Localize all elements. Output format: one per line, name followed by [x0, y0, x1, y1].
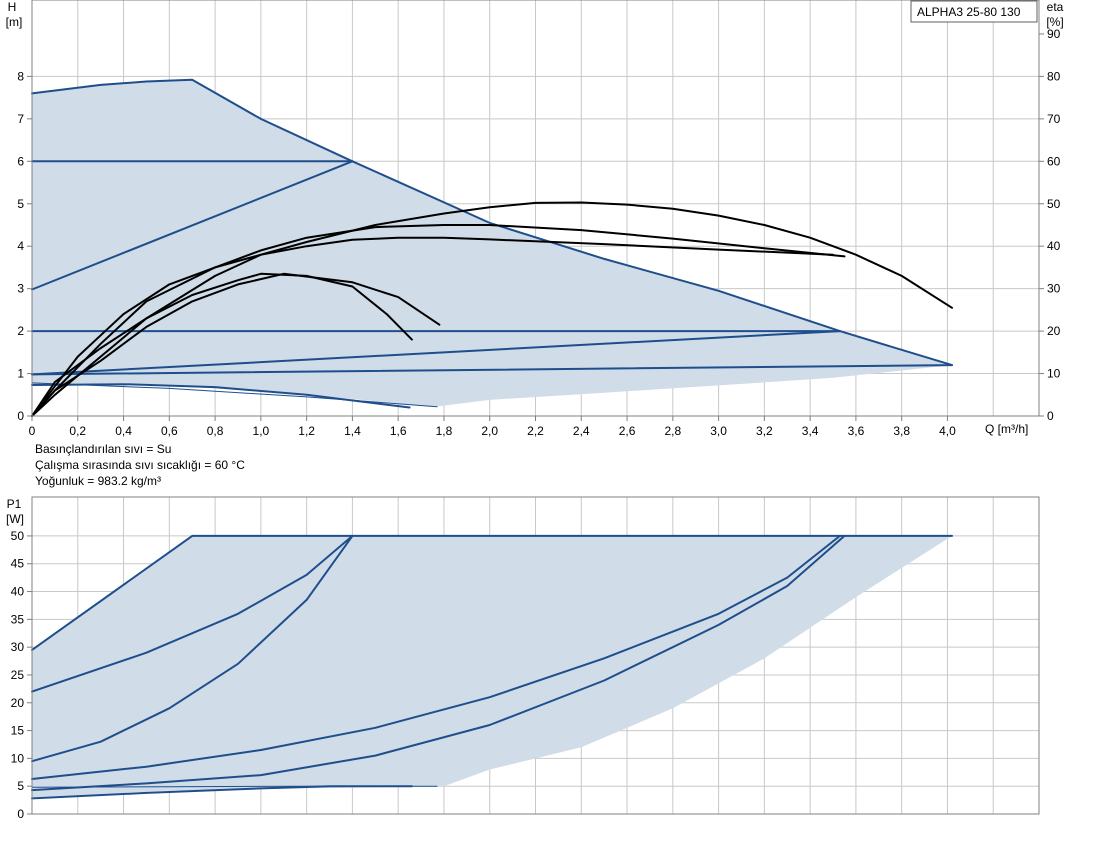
- p1-tick-label: 10: [11, 751, 25, 765]
- q-tick-label: 1,8: [436, 424, 453, 438]
- q-tick-label: 3,4: [802, 424, 819, 438]
- eta-axis-title: eta: [1047, 0, 1064, 14]
- q-axis-title: Q [m³/h]: [985, 422, 1028, 436]
- pump-curve-4: [31, 534, 846, 792]
- q-tick-label: 0,2: [69, 424, 86, 438]
- q-tick-label: 3,0: [710, 424, 727, 438]
- q-tick-label: 2,0: [481, 424, 498, 438]
- pump-curve-6: [31, 785, 438, 788]
- pump-curve-2: [31, 534, 354, 763]
- eta-tick-label: 40: [1047, 239, 1061, 253]
- q-tick-label: 1,4: [344, 424, 361, 438]
- p1-tick-label: 35: [11, 612, 25, 626]
- q-tick-label: 0,8: [207, 424, 224, 438]
- q-tick-label: 2,6: [619, 424, 636, 438]
- info-line-temperature: Çalışma sırasında sıvı sıcaklığı = 60 °C: [35, 458, 245, 472]
- operating-envelope-area: [32, 79, 952, 407]
- fluid-info: Basınçlandırılan sıvı = Su Çalışma sıras…: [35, 442, 245, 488]
- pump-curve-1: [31, 534, 354, 693]
- p1-tick-label: 20: [11, 696, 25, 710]
- pump-curve-7: [31, 382, 438, 408]
- q-tick-label: 3,8: [893, 424, 910, 438]
- pump-curve-3: [31, 534, 841, 780]
- q-tick-label: 1,2: [298, 424, 315, 438]
- h-axis-title: H: [8, 0, 17, 14]
- h-tick-label: 3: [17, 282, 24, 296]
- eta-tick-label: 70: [1047, 112, 1061, 126]
- eta-curve-8: [31, 236, 834, 417]
- power-series: [31, 534, 953, 800]
- head-eta-series: [31, 78, 953, 417]
- eta-tick-label: 0: [1047, 409, 1054, 423]
- q-tick-label: 0,6: [161, 424, 178, 438]
- eta-curve-11: [31, 272, 413, 417]
- q-tick-label: 2,8: [664, 424, 681, 438]
- eta-tick-label: 80: [1047, 69, 1061, 83]
- eta-tick-label: 30: [1047, 282, 1061, 296]
- h-tick-label: 0: [17, 409, 24, 423]
- eta-tick-label: 20: [1047, 324, 1061, 338]
- p1-tick-label: 40: [11, 585, 25, 599]
- eta-curve-10: [31, 201, 953, 417]
- power-chart: 0 5 10 15 20 25 30 35 40 45 50 P1 [W]: [6, 496, 1040, 821]
- q-tick-label: 1,0: [253, 424, 270, 438]
- p1-axis-unit: [W]: [6, 512, 24, 526]
- info-line-fluid: Basınçlandırılan sıvı = Su: [35, 442, 171, 456]
- eta-curve-9: [31, 224, 846, 417]
- pump-curve-4: [31, 330, 841, 376]
- q-tick-label: 3,6: [848, 424, 865, 438]
- h-axis-unit: [m]: [6, 15, 23, 29]
- p1-tick-label: 0: [17, 807, 24, 821]
- p1-tick-label: 15: [11, 724, 25, 738]
- p1-tick-label: 5: [17, 779, 24, 793]
- q-tick-label: 1,6: [390, 424, 407, 438]
- eta-tick-label: 10: [1047, 367, 1061, 381]
- model-box: [910, 0, 1038, 23]
- q-tick-label: 2,2: [527, 424, 544, 438]
- pump-curve-2: [31, 160, 354, 291]
- q-tick-label: 2,4: [573, 424, 590, 438]
- h-tick-label: 5: [17, 197, 24, 211]
- eta-tick-label: 90: [1047, 27, 1061, 41]
- head-envelope: [32, 79, 952, 407]
- p1-tick-label: 45: [11, 557, 25, 571]
- p1-tick-label: 50: [11, 529, 25, 543]
- q-tick-label: 0,4: [115, 424, 132, 438]
- eta-curve-12: [31, 272, 441, 417]
- eta-tick-label: 60: [1047, 154, 1061, 168]
- head-eta-chart: 0 0,2 0,4 0,6 0,8 1,0 1,2 1,4 1,6 1,8 2,0 2,2 2,4 2,6…: [6, 0, 1064, 438]
- q-tick-label: 3,2: [756, 424, 773, 438]
- info-line-density: Yoğunluk = 983.2 kg/m³: [35, 474, 161, 488]
- h-tick-label: 6: [17, 154, 24, 168]
- power-frame: [31, 496, 1040, 815]
- p1-axis-title: P1: [7, 497, 22, 511]
- pump-curve-5: [31, 364, 953, 376]
- p1-axis-ticks: 0 5 10 15 20 25 30 35 40 45 50: [11, 529, 32, 821]
- q-axis-ticks: 0 0,2 0,4 0,6 0,8 1,0 1,2 1,4 1,6 1,8 2,0 2,2 2,4 2,6…: [29, 416, 956, 438]
- eta-tick-label: 50: [1047, 197, 1061, 211]
- q-tick-label: 4,0: [939, 424, 956, 438]
- h-tick-label: 8: [17, 69, 24, 83]
- q-tick-label: 0: [29, 424, 36, 438]
- model-label: ALPHA3 25-80 130: [917, 5, 1021, 19]
- h-tick-label: 2: [17, 324, 24, 338]
- eta-axis-ticks: 0 10 20 30 40 50 60 70 80 90: [1039, 27, 1061, 423]
- pump-curve-0: [31, 534, 953, 651]
- eta-axis-unit: [%]: [1046, 15, 1063, 29]
- h-tick-label: 4: [17, 239, 24, 253]
- p1-tick-label: 30: [11, 640, 25, 654]
- h-tick-label: 7: [17, 112, 24, 126]
- p1-tick-label: 25: [11, 668, 25, 682]
- h-axis-ticks: 0 1 2 3 4 5 6 7 8: [17, 69, 32, 423]
- h-tick-label: 1: [17, 367, 24, 381]
